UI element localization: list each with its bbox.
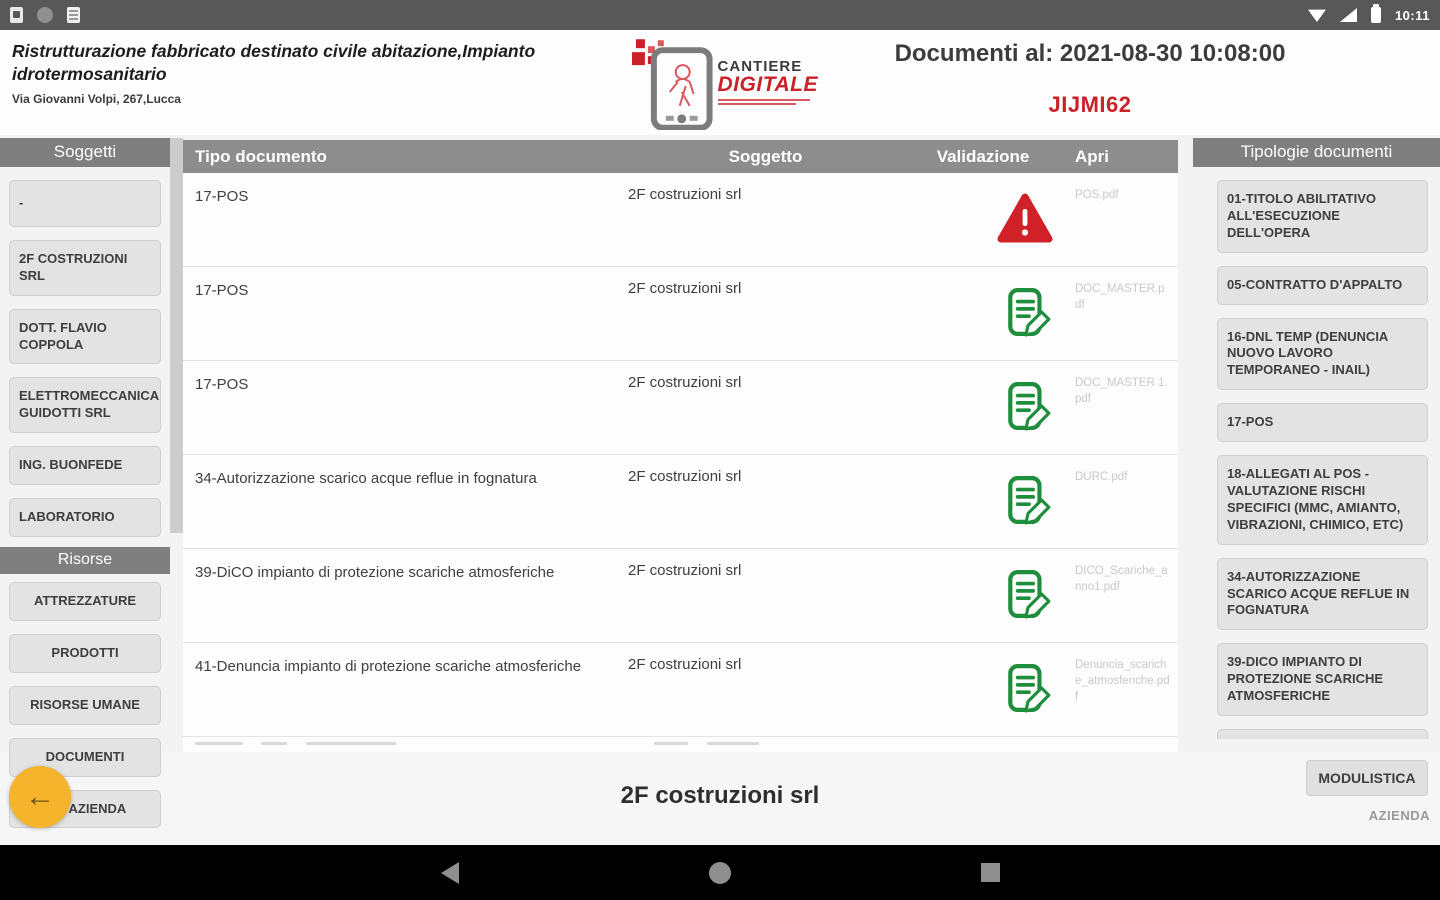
notification-dot-icon (37, 7, 53, 23)
soggetto-item-laboratorio[interactable]: LABORATORIO (9, 498, 161, 538)
app-header: Ristrutturazione fabbricato destinato ci… (0, 30, 1440, 135)
risorse-item-prodotti[interactable]: PRODOTTI (9, 633, 161, 673)
open-file-link[interactable]: DURC.pdf (1075, 471, 1128, 483)
table-row: 41-Denuncia impianto di protezione scari… (183, 643, 1178, 737)
soggetti-header: Soggetti (0, 138, 170, 167)
logo-tagline-bars (717, 99, 818, 105)
soggetti-scrollbar[interactable] (170, 138, 183, 533)
project-info: Ristrutturazione fabbricato destinato ci… (12, 40, 592, 106)
open-file-link[interactable]: DOC_MASTER 1.pdf (1075, 377, 1168, 406)
document-edit-icon[interactable] (1003, 475, 1053, 525)
document-subject: 2F costruzioni srl (628, 468, 742, 485)
table-row: 17-POS 2F costruzioni srl DOC_MASTER.pdf (183, 267, 1178, 361)
risorse-header: Risorse (0, 547, 170, 575)
nav-home-icon[interactable] (708, 861, 731, 884)
soggetti-sidebar: Soggetti - 2F COSTRUZIONI SRL DOTT. FLAV… (0, 138, 170, 829)
battery-icon (1370, 4, 1381, 23)
document-subject: 2F costruzioni srl (628, 186, 742, 203)
tipologia-item-01-titolo-abilitativo[interactable]: 01-TITOLO ABILITATIVO ALL'ESECUZIONE DEL… (1217, 180, 1428, 253)
tipologia-item-39-dico-impianto[interactable]: 39-DICO IMPIANTO DI PROTEZIONE SCARICHE … (1217, 643, 1428, 717)
document-type: 17-POS (195, 282, 249, 299)
document-subject: 2F costruzioni srl (628, 374, 742, 391)
validation-cell (903, 173, 1063, 266)
wifi-icon (1307, 9, 1326, 22)
tipologia-item-05-contratto-appalto[interactable]: 05-CONTRATTO D'APPALTO (1217, 265, 1428, 305)
column-header-tipo-documento: Tipo documento (195, 146, 327, 166)
project-title: Ristrutturazione fabbricato destinato ci… (12, 41, 536, 85)
tipologie-header: Tipologie documenti (1193, 138, 1440, 167)
documents-table: Tipo documento Soggetto Validazione Apri… (183, 140, 1178, 752)
partial-row (183, 737, 1178, 752)
open-file-link[interactable]: DOC_MASTER.pdf (1075, 283, 1165, 312)
android-navigation-bar (0, 845, 1440, 900)
document-subject: 2F costruzioni srl (628, 280, 742, 297)
logo-word-cantiere: CANTIERE (717, 58, 803, 75)
footer-bar: 2F costruzioni srl MODULISTICA AZIENDA (0, 752, 1440, 845)
tipologia-item-clipped[interactable] (1217, 729, 1428, 740)
table-row: 17-POS 2F costruzioni srl DOC_MASTER 1.p… (183, 361, 1178, 455)
nav-back-icon[interactable] (440, 861, 459, 884)
document-type: 39-DiCO impianto di protezione scariche … (195, 564, 555, 581)
document-subject: 2F costruzioni srl (628, 656, 742, 673)
site-code: JIJMI62 (1048, 92, 1132, 117)
column-header-apri: Apri (1075, 146, 1109, 166)
cell-signal-icon (1339, 8, 1357, 22)
validation-cell (903, 361, 1063, 454)
document-edit-icon[interactable] (1003, 569, 1053, 619)
tipologia-item-16-dnl-temp[interactable]: 16-DNL TEMP (DENUNCIA NUOVO LAVORO TEMPO… (1217, 317, 1428, 391)
validation-cell (903, 267, 1063, 360)
validation-cell (903, 643, 1063, 736)
risorse-item-attrezzature[interactable]: ATTREZZATURE (9, 582, 161, 621)
document-subject: 2F costruzioni srl (628, 562, 742, 579)
warning-icon[interactable] (997, 193, 1053, 245)
azienda-label: AZIENDA (1368, 808, 1430, 823)
modulistica-button[interactable]: MODULISTICA (1306, 760, 1428, 796)
back-fab-button[interactable]: ← (9, 766, 71, 828)
tipologia-item-18-allegati-pos[interactable]: 18-ALLEGATI AL POS - VALUTAZIONE RISCHI … (1217, 455, 1428, 545)
documents-date: Documenti al: 2021-08-30 10:08:00 (894, 40, 1286, 67)
soggetto-item-empty[interactable]: - (9, 180, 161, 227)
document-type: 41-Denuncia impianto di protezione scari… (195, 658, 582, 675)
document-edit-icon[interactable] (1003, 663, 1053, 713)
soggetto-item-elettromeccanica-guidotti[interactable]: ELETTROMECCANICA GUIDOTTI SRL (9, 377, 161, 434)
risorse-item-risorse-umane[interactable]: RISORSE UMANE (9, 685, 161, 725)
table-row: 34-Autorizzazione scarico acque reflue i… (183, 455, 1178, 549)
logo-word-digitale: DIGITALE (717, 73, 818, 96)
soggetto-item-2f-costruzioni[interactable]: 2F COSTRUZIONI SRL (9, 239, 161, 296)
notification-icon (10, 7, 23, 23)
validation-cell (903, 455, 1063, 548)
tipologie-sidebar: Tipologie documenti 01-TITOLO ABILITATIV… (1193, 138, 1440, 748)
open-file-link[interactable]: DICO_Scariche_anno1.pdf (1075, 565, 1168, 594)
clock: 10:11 (1394, 7, 1430, 23)
table-row: 39-DiCO impianto di protezione scariche … (183, 549, 1178, 643)
phone-logo-icon (631, 39, 713, 130)
column-header-validazione: Validazione (936, 146, 1030, 166)
android-status-bar: 10:11 (0, 0, 1440, 30)
back-arrow-icon: ← (25, 780, 55, 813)
file-notification-icon (67, 7, 80, 23)
document-edit-icon[interactable] (1003, 287, 1053, 337)
tipologia-item-17-pos[interactable]: 17-POS (1217, 403, 1428, 443)
document-edit-icon[interactable] (1003, 381, 1053, 431)
document-type: 34-Autorizzazione scarico acque reflue i… (195, 470, 537, 487)
table-row: 17-POS 2F costruzioni srl POS.pdf (183, 173, 1178, 267)
column-header-soggetto: Soggetto (728, 146, 803, 166)
selected-company-label: 2F costruzioni srl (620, 782, 820, 809)
soggetto-item-ing-buonfede[interactable]: ING. BUONFEDE (9, 446, 161, 486)
soggetto-item-flavio-coppola[interactable]: DOTT. FLAVIO COPPOLA (9, 308, 161, 365)
document-type: 17-POS (195, 376, 249, 393)
table-header-row: Tipo documento Soggetto Validazione Apri (183, 140, 1178, 173)
nav-recents-icon[interactable] (980, 863, 1000, 882)
validation-cell (903, 549, 1063, 642)
open-file-link[interactable]: POS.pdf (1075, 189, 1119, 201)
project-address: Via Giovanni Volpi, 267,Lucca (12, 92, 181, 107)
risorse-item-documenti[interactable]: DOCUMENTI (9, 737, 161, 777)
cantiere-digitale-logo: CANTIERE DIGITALE (628, 36, 818, 130)
tipologia-item-34-autorizzazione-scarico[interactable]: 34-AUTORIZZAZIONE SCARICO ACQUE REFLUE I… (1217, 557, 1428, 631)
document-type: 17-POS (195, 188, 249, 205)
open-file-link[interactable]: Denuncia_scariche_atmosferiche.pdf (1075, 659, 1170, 704)
